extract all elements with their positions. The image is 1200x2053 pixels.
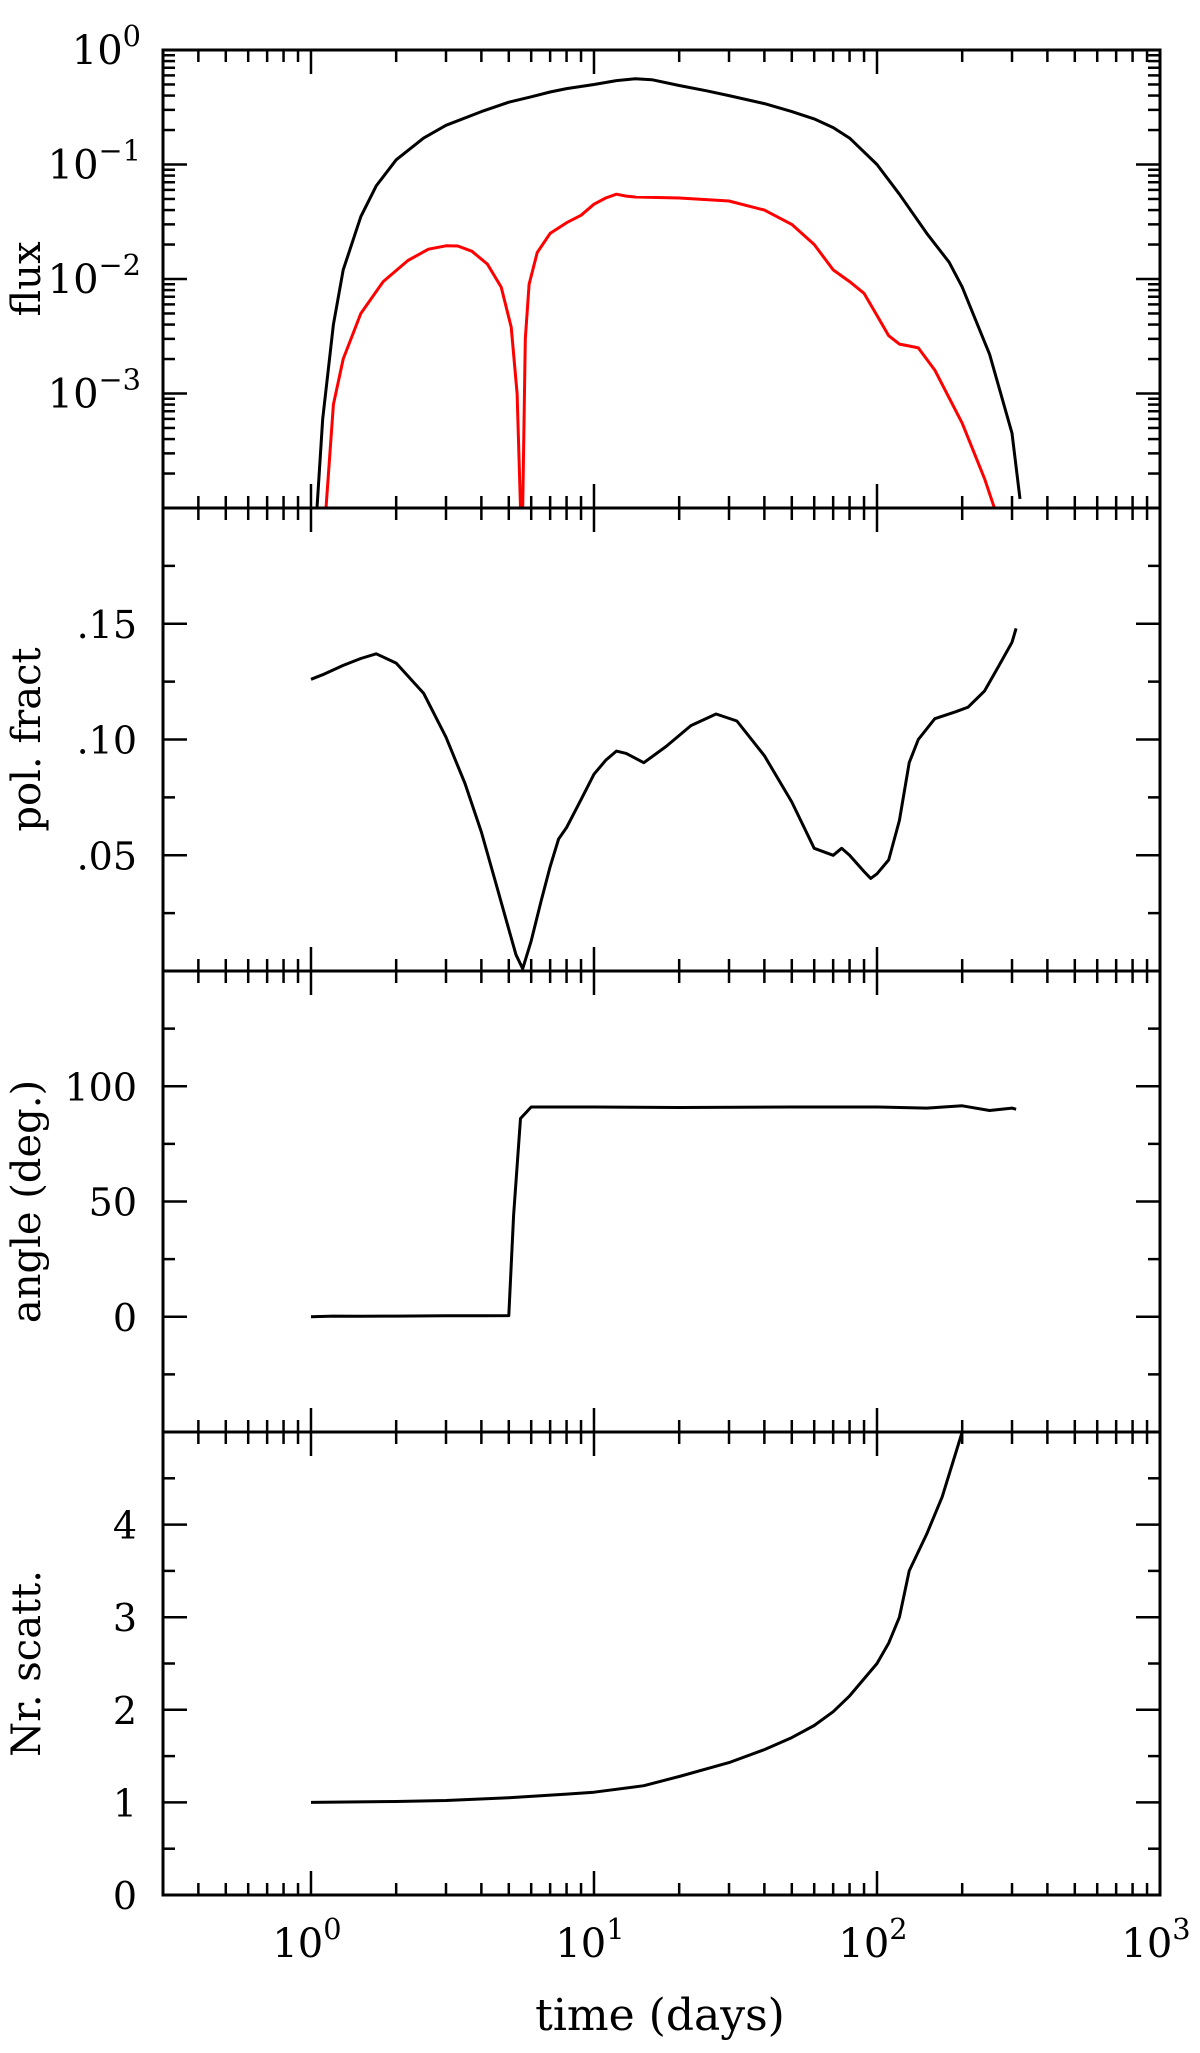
panel-scatterings: 0 1 2 3 4 100 101 102 103 Nr. scatt. [4,1430,1191,1967]
panel-polarization: .05 .10 .15 pol. fract [4,506,1162,973]
x-axis-label: time (days) [535,1990,785,2041]
y-axis-label: Nr. scatt. [4,1570,50,1757]
y-tick-label: 100 [72,19,141,74]
x-ticks [161,508,1162,971]
plot-frame [161,506,1162,973]
y-ticks [163,1430,1160,1897]
y-ticks [163,969,1160,1434]
y-tick-label: 1 [113,1781,137,1825]
plot-frame [161,969,1162,1434]
y-tick-label: 0 [113,1296,137,1340]
x-tick-label: 103 [1121,1912,1190,1967]
plot-frame [161,48,1162,510]
x-ticks [161,1432,1162,1895]
series-line-1 [310,1104,1017,1319]
y-ticks [163,506,1160,973]
panels: 100 10−1 10−2 10−3 flux .05 .10 .15 pol. fract 0 5… [4,19,1191,1967]
y-axis-label: flux [4,241,50,316]
y-tick-label: 10−2 [48,248,141,303]
series-line-2 [324,192,996,510]
y-tick-label: 50 [89,1181,137,1225]
y-tick-label: 10−1 [48,134,141,189]
y-axis-label: pol. fract [4,647,50,831]
y-ticks [163,48,1160,510]
x-tick-label: 102 [838,1912,907,1967]
y-tick-label: .05 [77,834,137,878]
y-tick-label: .10 [77,719,137,763]
series-line-1 [315,77,1022,509]
series-line-1 [310,1431,964,1804]
y-tick-label: 0 [113,1874,137,1918]
x-tick-label: 101 [555,1912,624,1967]
panel-angle: 0 50 100 angle (deg.) [4,969,1162,1434]
y-tick-label: 2 [113,1689,137,1733]
y-axis-label: angle (deg.) [4,1080,50,1323]
plot-frame [161,1430,1162,1897]
x-tick-label: 100 [272,1912,341,1967]
x-ticks [161,971,1162,1432]
panel-flux: 100 10−1 10−2 10−3 flux [4,19,1162,510]
y-tick-label: .15 [77,603,137,647]
y-tick-label: 4 [113,1504,137,1548]
x-ticks [161,50,1162,508]
series-line-1 [310,627,1018,971]
y-tick-label: 3 [113,1596,137,1640]
y-tick-label: 10−3 [48,363,141,418]
y-tick-label: 100 [64,1065,137,1109]
